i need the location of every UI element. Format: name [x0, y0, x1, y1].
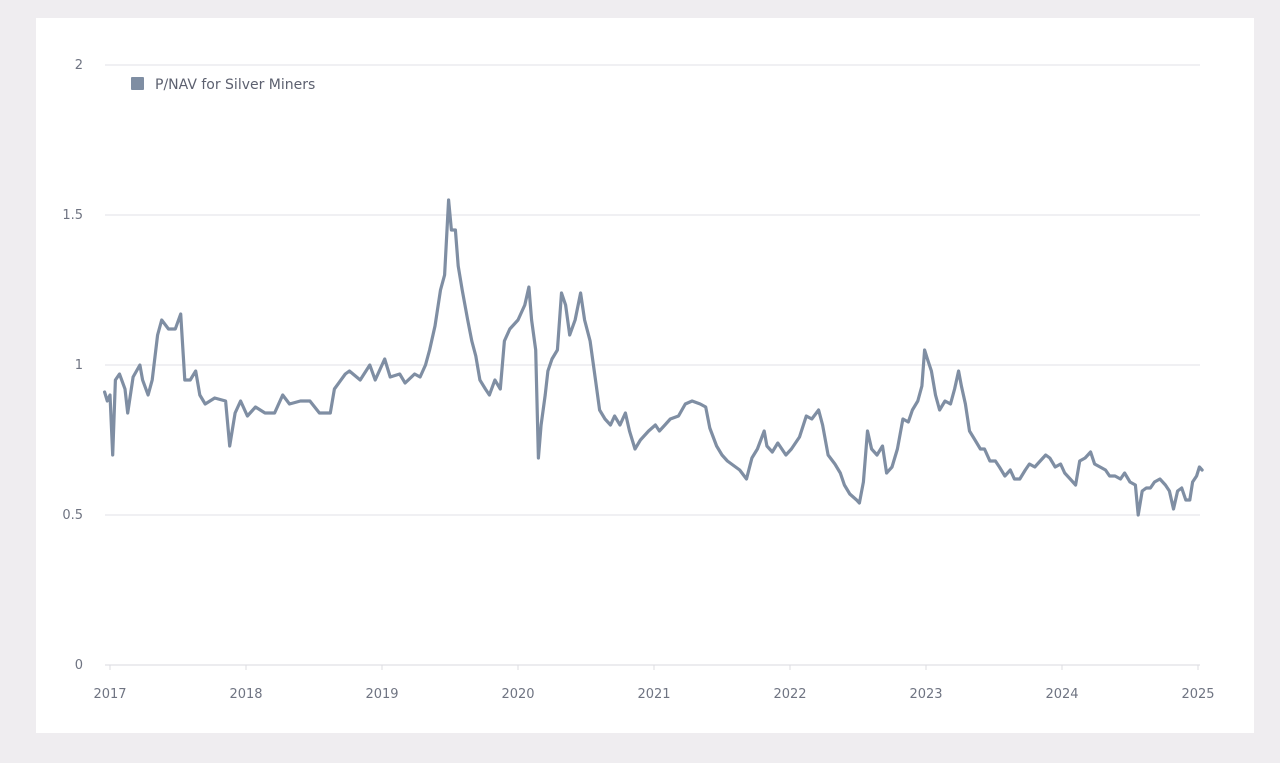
y-tick-label: 0.5	[62, 508, 83, 523]
series-group	[103, 198, 1204, 517]
x-tick-label: 2022	[773, 687, 806, 702]
chart-card	[36, 18, 1254, 733]
x-tick-label: 2025	[1181, 687, 1214, 702]
y-tick-label: 1.5	[62, 208, 83, 223]
x-tick-label: 2021	[637, 687, 670, 702]
x-tick-label: 2023	[909, 687, 942, 702]
x-axis: 2017 2018 2019 2020 2021 2022 2023 2024 2025	[93, 665, 1215, 702]
x-tick-label: 2019	[365, 687, 398, 702]
x-tick-label: 2017	[93, 687, 126, 702]
y-axis: 0 0.5 1 1.5 2	[62, 58, 83, 673]
legend-swatch	[131, 77, 144, 90]
x-tick-label: 2018	[229, 687, 262, 702]
x-tick-label: 2020	[501, 687, 534, 702]
y-tick-label: 0	[75, 658, 83, 673]
series-line-pnav	[103, 198, 1204, 517]
y-tick-label: 1	[75, 358, 83, 373]
legend-label: P/NAV for Silver Miners	[155, 77, 315, 93]
x-tick-label: 2024	[1045, 687, 1078, 702]
legend[interactable]: P/NAV for Silver Miners	[131, 77, 315, 93]
y-tick-label: 2	[75, 58, 83, 73]
gridlines	[105, 64, 1200, 666]
